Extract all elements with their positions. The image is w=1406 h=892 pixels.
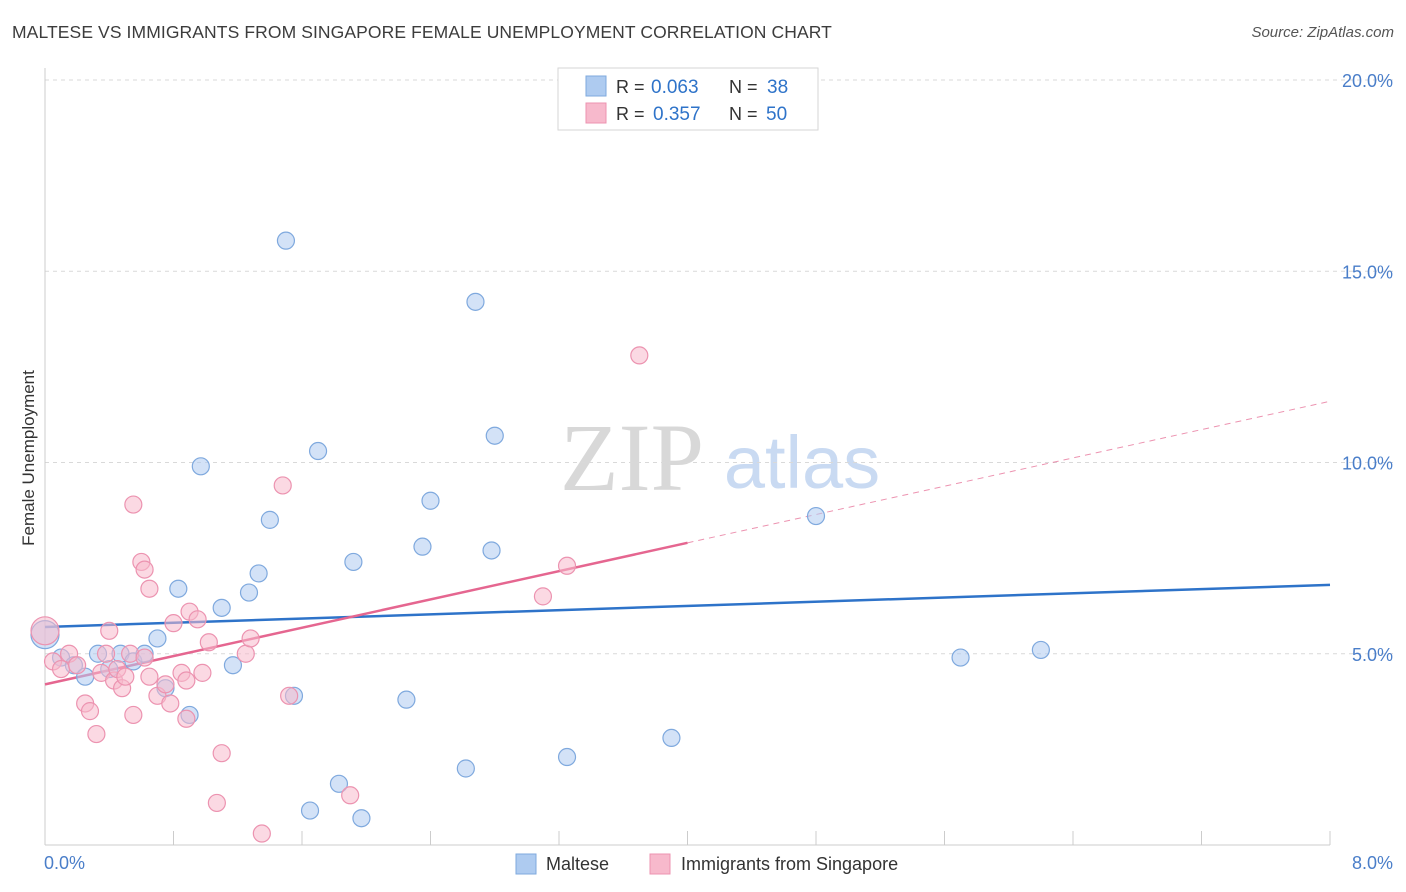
legend-n-value-1: 38 xyxy=(767,77,788,98)
y-tick-label: 20.0% xyxy=(1342,71,1393,91)
maltese-point xyxy=(276,231,296,250)
singapore-point xyxy=(280,686,299,705)
singapore-point xyxy=(164,614,183,633)
singapore-point xyxy=(140,579,159,598)
singapore-point xyxy=(212,744,231,763)
singapore-point xyxy=(140,667,159,686)
maltese-point xyxy=(397,690,416,709)
maltese-point xyxy=(806,506,826,526)
singapore-point xyxy=(68,656,87,675)
singapore-point xyxy=(177,671,196,690)
correlation-legend: R = 0.063 N = 38 R = 0.357 N = 50 xyxy=(557,67,819,131)
maltese-trendline xyxy=(44,583,1331,629)
singapore-point xyxy=(207,793,226,813)
maltese-point xyxy=(191,457,210,476)
singapore-point xyxy=(252,824,271,843)
singapore-point xyxy=(557,556,577,575)
bottom-legend-label-maltese: Maltese xyxy=(546,854,609,874)
legend-r-value-2: 0.357 xyxy=(653,104,701,125)
y-tick-label: 10.0% xyxy=(1342,454,1393,474)
singapore-point xyxy=(199,633,218,652)
x-tick-label-max: 8.0% xyxy=(1352,853,1393,873)
axis-layer: 5.0% 10.0% 15.0% 20.0% xyxy=(44,68,1393,846)
singapore-point xyxy=(630,346,649,365)
maltese-point xyxy=(352,809,371,828)
singapore-point xyxy=(161,694,180,713)
x-tick-label-min: 0.0% xyxy=(44,853,85,873)
y-tick-label: 15.0% xyxy=(1342,262,1393,282)
legend-r-label-2: R = xyxy=(616,104,645,124)
singapore-point xyxy=(116,667,135,686)
singapore-point xyxy=(100,621,119,640)
singapore-point xyxy=(156,675,175,694)
singapore-point xyxy=(135,648,154,667)
singapore-point xyxy=(193,663,212,682)
y-axis-title: Female Unemployment xyxy=(19,370,38,546)
legend-r-label-1: R = xyxy=(616,77,645,97)
y-tick-label: 5.0% xyxy=(1352,645,1393,665)
maltese-point xyxy=(466,292,485,311)
maltese-point xyxy=(308,441,328,461)
singapore-point xyxy=(273,476,292,495)
maltese-point xyxy=(421,491,440,510)
legend-swatch-maltese xyxy=(585,75,607,97)
legend-n-value-2: 50 xyxy=(766,104,787,125)
maltese-point xyxy=(239,583,259,602)
maltese-point xyxy=(1031,640,1050,660)
maltese-point xyxy=(557,747,577,767)
chart-title: MALTESE VS IMMIGRANTS FROM SINGAPORE FEM… xyxy=(12,22,832,42)
maltese-point xyxy=(212,598,231,617)
maltese-point xyxy=(329,774,349,793)
legend-n-label-1: N = xyxy=(729,77,758,97)
singapore-point xyxy=(341,786,360,805)
source-label: Source: ZipAtlas.com xyxy=(1251,24,1394,41)
maltese-point xyxy=(456,759,475,778)
singapore-point xyxy=(80,702,100,721)
maltese-point xyxy=(951,648,970,667)
maltese-point xyxy=(485,426,504,445)
maltese-point xyxy=(260,510,279,529)
legend-swatch-singapore xyxy=(585,102,607,124)
points-layer xyxy=(30,231,1050,843)
singapore-point xyxy=(236,644,255,663)
legend-r-value-1: 0.063 xyxy=(651,77,699,98)
maltese-point xyxy=(223,656,243,675)
singapore-point xyxy=(241,629,260,648)
bottom-legend-label-singapore: Immigrants from Singapore xyxy=(681,854,898,874)
bottom-legend-swatch-maltese xyxy=(515,853,537,875)
maltese-point xyxy=(148,629,167,648)
singapore-point xyxy=(96,644,116,663)
singapore-point xyxy=(177,709,196,728)
singapore-point xyxy=(533,587,553,606)
maltese-point xyxy=(344,552,363,572)
bottom-legend-swatch-singapore xyxy=(649,853,671,875)
maltese-point xyxy=(413,537,432,556)
singapore-point xyxy=(30,616,60,646)
singapore-point xyxy=(124,495,143,514)
watermark-zip: ZIP xyxy=(560,404,704,511)
singapore-point xyxy=(51,659,71,679)
maltese-point xyxy=(482,541,501,560)
maltese-point xyxy=(169,579,188,598)
maltese-point xyxy=(249,564,268,583)
grid-layer xyxy=(45,79,1393,655)
maltese-point xyxy=(662,728,681,748)
singapore-point xyxy=(188,610,207,629)
maltese-point xyxy=(300,801,320,820)
singapore-point xyxy=(87,724,106,744)
singapore-point xyxy=(124,705,143,725)
series-legend: Maltese Immigrants from Singapore xyxy=(515,853,898,875)
legend-n-label-2: N = xyxy=(729,104,758,124)
singapore-point xyxy=(135,560,154,579)
